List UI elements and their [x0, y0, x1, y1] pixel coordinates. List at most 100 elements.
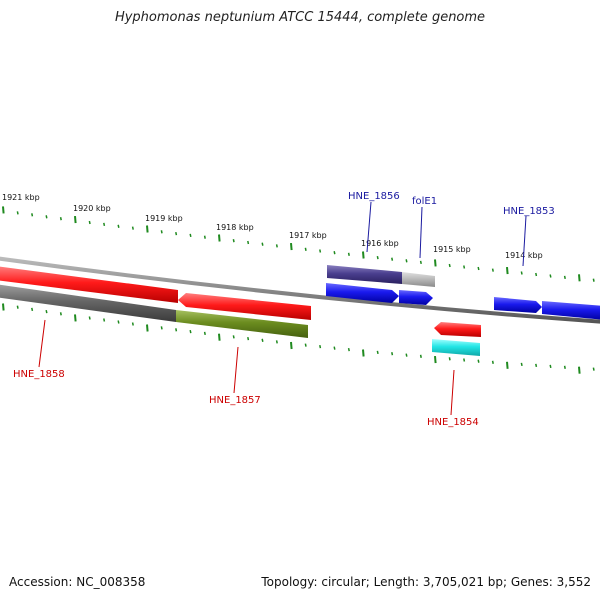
gene-HNE_1856-lower-arrow[interactable] — [326, 283, 399, 303]
gene-HNE_1856-feature[interactable] — [327, 265, 402, 284]
scale-major-tick — [218, 234, 221, 242]
scale-labels: 1921 kbp 1920 kbp 1919 kbp 1918 kbp 1917… — [2, 193, 543, 260]
scale-major-tick — [506, 267, 509, 275]
scale-label-1918: 1918 kbp — [216, 223, 254, 232]
scale-major-tick — [434, 259, 437, 267]
scale-label-1916: 1916 kbp — [361, 239, 399, 248]
scale-minor-tick — [203, 235, 206, 239]
scale-minor-tick — [491, 360, 494, 364]
gene-HNE_1854-inner-feature[interactable] — [432, 339, 480, 356]
scale-minor-tick — [333, 251, 336, 255]
scale-minor-tick — [175, 231, 178, 236]
scale-minor-tick — [31, 307, 34, 312]
scale-minor-tick — [463, 358, 466, 362]
scale-minor-tick — [592, 278, 595, 282]
gene-HNE_1857-arrow[interactable] — [178, 293, 311, 320]
gene-HNE_1854-feature[interactable] — [434, 322, 481, 337]
scale-minor-tick — [275, 340, 278, 344]
leader-HNE_1858 — [38, 319, 46, 368]
gene-HNE_1856-lower-feature[interactable] — [326, 283, 399, 303]
scale-minor-tick — [304, 247, 307, 251]
scale-minor-tick — [477, 359, 480, 363]
scale-minor-tick — [160, 326, 163, 330]
gene-label-HNE_1857[interactable]: HNE_1857 — [209, 395, 261, 406]
gene-label-folE1[interactable]: folE1 — [412, 196, 437, 207]
gene-label-HNE_1853[interactable]: HNE_1853 — [503, 206, 555, 217]
genome-stats-text: Topology: circular; Length: 3,705,021 bp… — [261, 575, 591, 589]
scale-major-tick — [506, 361, 509, 369]
scale-label-1919: 1919 kbp — [145, 214, 183, 223]
gene-HNE_1854-inner-arrow[interactable] — [432, 339, 480, 356]
scale-minor-tick — [391, 352, 394, 356]
scale-minor-tick — [189, 233, 192, 238]
gene-HNE_1853-feature[interactable] — [494, 297, 600, 320]
scale-minor-tick — [45, 309, 48, 314]
genome-backbone — [0, 256, 600, 324]
scale-minor-tick — [131, 226, 134, 230]
scale-minor-tick — [203, 331, 206, 336]
scale-major-tick — [578, 274, 581, 282]
gene-folE1-feature[interactable] — [399, 290, 433, 305]
gene-HNE_1856-arrow[interactable] — [327, 265, 402, 284]
scale-minor-tick — [405, 259, 408, 263]
gene-HNE_1853-arrow-continued[interactable] — [542, 301, 600, 320]
backbone-outer-arc — [0, 256, 600, 324]
gene-folE1-arrow[interactable] — [399, 290, 433, 305]
scale-minor-tick — [549, 274, 552, 278]
leader-HNE_1854 — [450, 369, 455, 416]
gene-HNE_1857-feature[interactable] — [178, 293, 311, 320]
scale-minor-tick — [549, 364, 552, 369]
scale-minor-tick — [563, 275, 566, 280]
gene-HNE_1858-inner-feature[interactable] — [0, 284, 176, 322]
label-leaders — [38, 201, 527, 416]
scale-minor-tick — [59, 312, 62, 316]
gene-labels: HNE_1856 folE1 HNE_1853 HNE_1858 HNE_185… — [13, 191, 555, 428]
scale-minor-tick — [405, 353, 408, 357]
scale-minor-tick — [520, 362, 523, 367]
scale-major-tick — [578, 366, 581, 374]
accession-text: Accession: NC_008358 — [9, 575, 146, 589]
scale-minor-tick — [31, 213, 34, 217]
scale-minor-tick — [592, 367, 595, 371]
scale-ticks-outer — [2, 206, 595, 282]
gene-HNE_1857-inner-feature[interactable] — [176, 310, 308, 338]
scale-minor-tick — [103, 222, 106, 227]
gene-folE1-upper-feature[interactable] — [402, 272, 435, 287]
scale-ticks-inner — [2, 303, 595, 374]
gene-HNE_1853-arrow[interactable] — [494, 297, 542, 313]
scale-minor-tick — [535, 272, 538, 277]
gene-label-HNE_1858[interactable]: HNE_1858 — [13, 369, 65, 380]
scale-minor-tick — [463, 265, 466, 269]
gene-folE1-upper-arrow[interactable] — [402, 272, 435, 287]
scale-minor-tick — [175, 328, 178, 332]
scale-major-tick — [2, 206, 5, 214]
scale-major-tick — [146, 324, 149, 332]
scale-major-tick — [290, 341, 293, 350]
scale-minor-tick — [391, 257, 394, 261]
genome-title: Hyphomonas neptunium ATCC 15444, complet… — [114, 10, 486, 25]
scale-label-1921: 1921 kbp — [2, 193, 40, 202]
scale-minor-tick — [477, 266, 480, 271]
scale-minor-tick — [333, 346, 336, 350]
gene-HNE_1858-arrow[interactable] — [0, 266, 178, 303]
leader-HNE_1856 — [366, 201, 372, 253]
scale-minor-tick — [261, 242, 264, 246]
gene-HNE_1854-arrow[interactable] — [434, 322, 481, 337]
scale-minor-tick — [376, 255, 379, 260]
scale-minor-tick — [189, 329, 192, 334]
gene-HNE_1858-feature[interactable] — [0, 266, 178, 303]
scale-minor-tick — [319, 249, 322, 253]
scale-minor-tick — [319, 344, 322, 349]
scale-minor-tick — [232, 335, 235, 339]
scale-minor-tick — [347, 252, 350, 256]
gene-HNE_1857-inner-arrow[interactable] — [176, 310, 308, 338]
scale-major-tick — [434, 356, 437, 364]
scale-minor-tick — [448, 357, 451, 361]
scale-label-1920: 1920 kbp — [73, 204, 111, 213]
gene-HNE_1858-inner-arrow[interactable] — [0, 284, 176, 322]
scale-label-1917: 1917 kbp — [289, 231, 327, 240]
gene-label-HNE_1856[interactable]: HNE_1856 — [348, 191, 400, 202]
scale-minor-tick — [491, 268, 494, 272]
scale-minor-tick — [419, 260, 422, 265]
gene-label-HNE_1854[interactable]: HNE_1854 — [427, 417, 479, 428]
